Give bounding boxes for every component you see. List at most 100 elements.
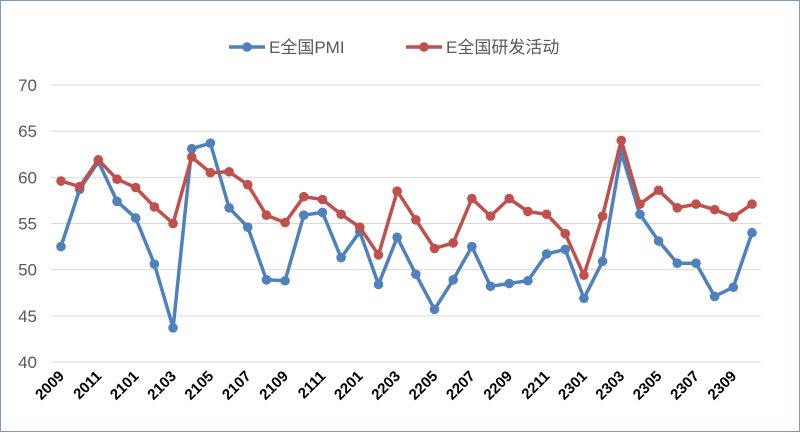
x-tick-label: 2111 bbox=[295, 368, 329, 402]
data-point bbox=[541, 209, 552, 220]
data-point bbox=[485, 211, 496, 221]
data-point bbox=[93, 154, 104, 165]
data-point bbox=[261, 210, 272, 220]
legend-marker bbox=[419, 42, 429, 52]
x-tick-label: 2303 bbox=[592, 368, 628, 404]
data-point bbox=[616, 135, 627, 146]
data-point bbox=[149, 259, 160, 269]
y-tick-label: 50 bbox=[18, 261, 37, 280]
y-tick-label: 40 bbox=[18, 353, 37, 372]
data-point bbox=[504, 278, 515, 289]
data-point bbox=[392, 232, 402, 243]
data-point bbox=[523, 275, 533, 286]
y-tick-label: 55 bbox=[18, 215, 37, 234]
data-point bbox=[56, 241, 66, 252]
data-point bbox=[168, 218, 178, 229]
data-point bbox=[224, 166, 234, 177]
data-point bbox=[728, 282, 739, 293]
data-point bbox=[317, 194, 328, 205]
data-point bbox=[280, 275, 290, 286]
data-point bbox=[411, 215, 421, 225]
y-tick-label: 70 bbox=[18, 76, 37, 95]
data-point bbox=[373, 279, 384, 290]
data-point bbox=[355, 222, 365, 232]
data-point bbox=[485, 281, 496, 292]
data-point bbox=[560, 228, 571, 239]
series-line bbox=[60, 138, 753, 277]
data-point bbox=[653, 236, 664, 246]
x-tick-label: 2105 bbox=[182, 368, 218, 404]
series-layer bbox=[56, 135, 757, 333]
data-point bbox=[74, 181, 85, 192]
x-tick-label: 2207 bbox=[443, 368, 479, 404]
data-point bbox=[149, 202, 160, 212]
data-point bbox=[280, 217, 290, 228]
data-point bbox=[336, 209, 346, 220]
data-point bbox=[298, 210, 309, 220]
data-point bbox=[56, 176, 66, 186]
x-tick-label: 2307 bbox=[667, 368, 703, 404]
legend-label: E全国研发活动 bbox=[446, 38, 559, 57]
y-tick-label: 60 bbox=[18, 168, 37, 187]
data-point bbox=[411, 269, 421, 280]
data-point bbox=[672, 203, 683, 213]
x-tick-label: 2305 bbox=[630, 368, 666, 404]
gridlines bbox=[51, 84, 761, 363]
data-point bbox=[747, 227, 757, 238]
data-point bbox=[579, 270, 589, 281]
y-tick-label: 65 bbox=[18, 122, 37, 141]
x-axis-ticks: 2009 2011 2101 2103 2105 2107 2109 2111 2201 2203… bbox=[32, 368, 740, 404]
y-axis-ticks: 40 45 50 55 60 65 70 bbox=[18, 76, 37, 372]
data-point bbox=[653, 185, 664, 196]
x-tick-label: 2201 bbox=[331, 368, 367, 404]
series-line bbox=[59, 141, 754, 330]
x-tick-label: 2309 bbox=[705, 368, 741, 404]
data-point bbox=[597, 256, 608, 267]
x-tick-label: 2211 bbox=[518, 368, 553, 403]
data-point bbox=[523, 206, 533, 217]
data-point bbox=[709, 291, 720, 302]
data-point bbox=[429, 304, 440, 315]
data-point bbox=[261, 275, 272, 285]
data-point bbox=[429, 243, 440, 254]
data-point bbox=[373, 250, 384, 260]
data-point bbox=[205, 167, 216, 178]
data-point bbox=[130, 213, 141, 223]
data-point bbox=[242, 179, 253, 190]
data-point bbox=[747, 199, 757, 209]
data-point bbox=[560, 244, 571, 255]
data-point bbox=[691, 199, 701, 209]
data-point bbox=[709, 204, 720, 215]
data-point bbox=[691, 258, 701, 269]
x-tick-label: 2101 bbox=[107, 368, 143, 404]
legend-marker bbox=[242, 42, 252, 52]
data-point bbox=[448, 275, 458, 285]
data-point bbox=[504, 193, 515, 204]
data-point bbox=[597, 211, 608, 221]
data-point bbox=[579, 293, 589, 304]
data-point bbox=[168, 323, 178, 333]
data-point bbox=[317, 207, 328, 218]
x-tick-label: 2209 bbox=[480, 368, 516, 404]
data-point bbox=[224, 203, 234, 213]
data-point bbox=[541, 249, 552, 259]
legend-label: E全国PMI bbox=[269, 38, 345, 57]
data-point bbox=[186, 152, 197, 162]
data-point bbox=[448, 238, 458, 248]
data-point bbox=[205, 138, 216, 148]
data-point bbox=[242, 222, 253, 232]
x-tick-label: 2205 bbox=[406, 368, 442, 404]
data-point bbox=[635, 199, 645, 209]
data-point bbox=[467, 193, 477, 204]
x-tick-label: 2107 bbox=[219, 368, 255, 404]
data-point bbox=[336, 252, 346, 263]
data-point bbox=[112, 196, 122, 207]
x-tick-label: 2109 bbox=[256, 368, 292, 404]
data-point bbox=[186, 143, 197, 154]
data-point bbox=[298, 191, 309, 202]
y-tick-label: 45 bbox=[18, 307, 37, 326]
data-point bbox=[112, 174, 122, 184]
x-tick-label: 2103 bbox=[144, 368, 180, 404]
